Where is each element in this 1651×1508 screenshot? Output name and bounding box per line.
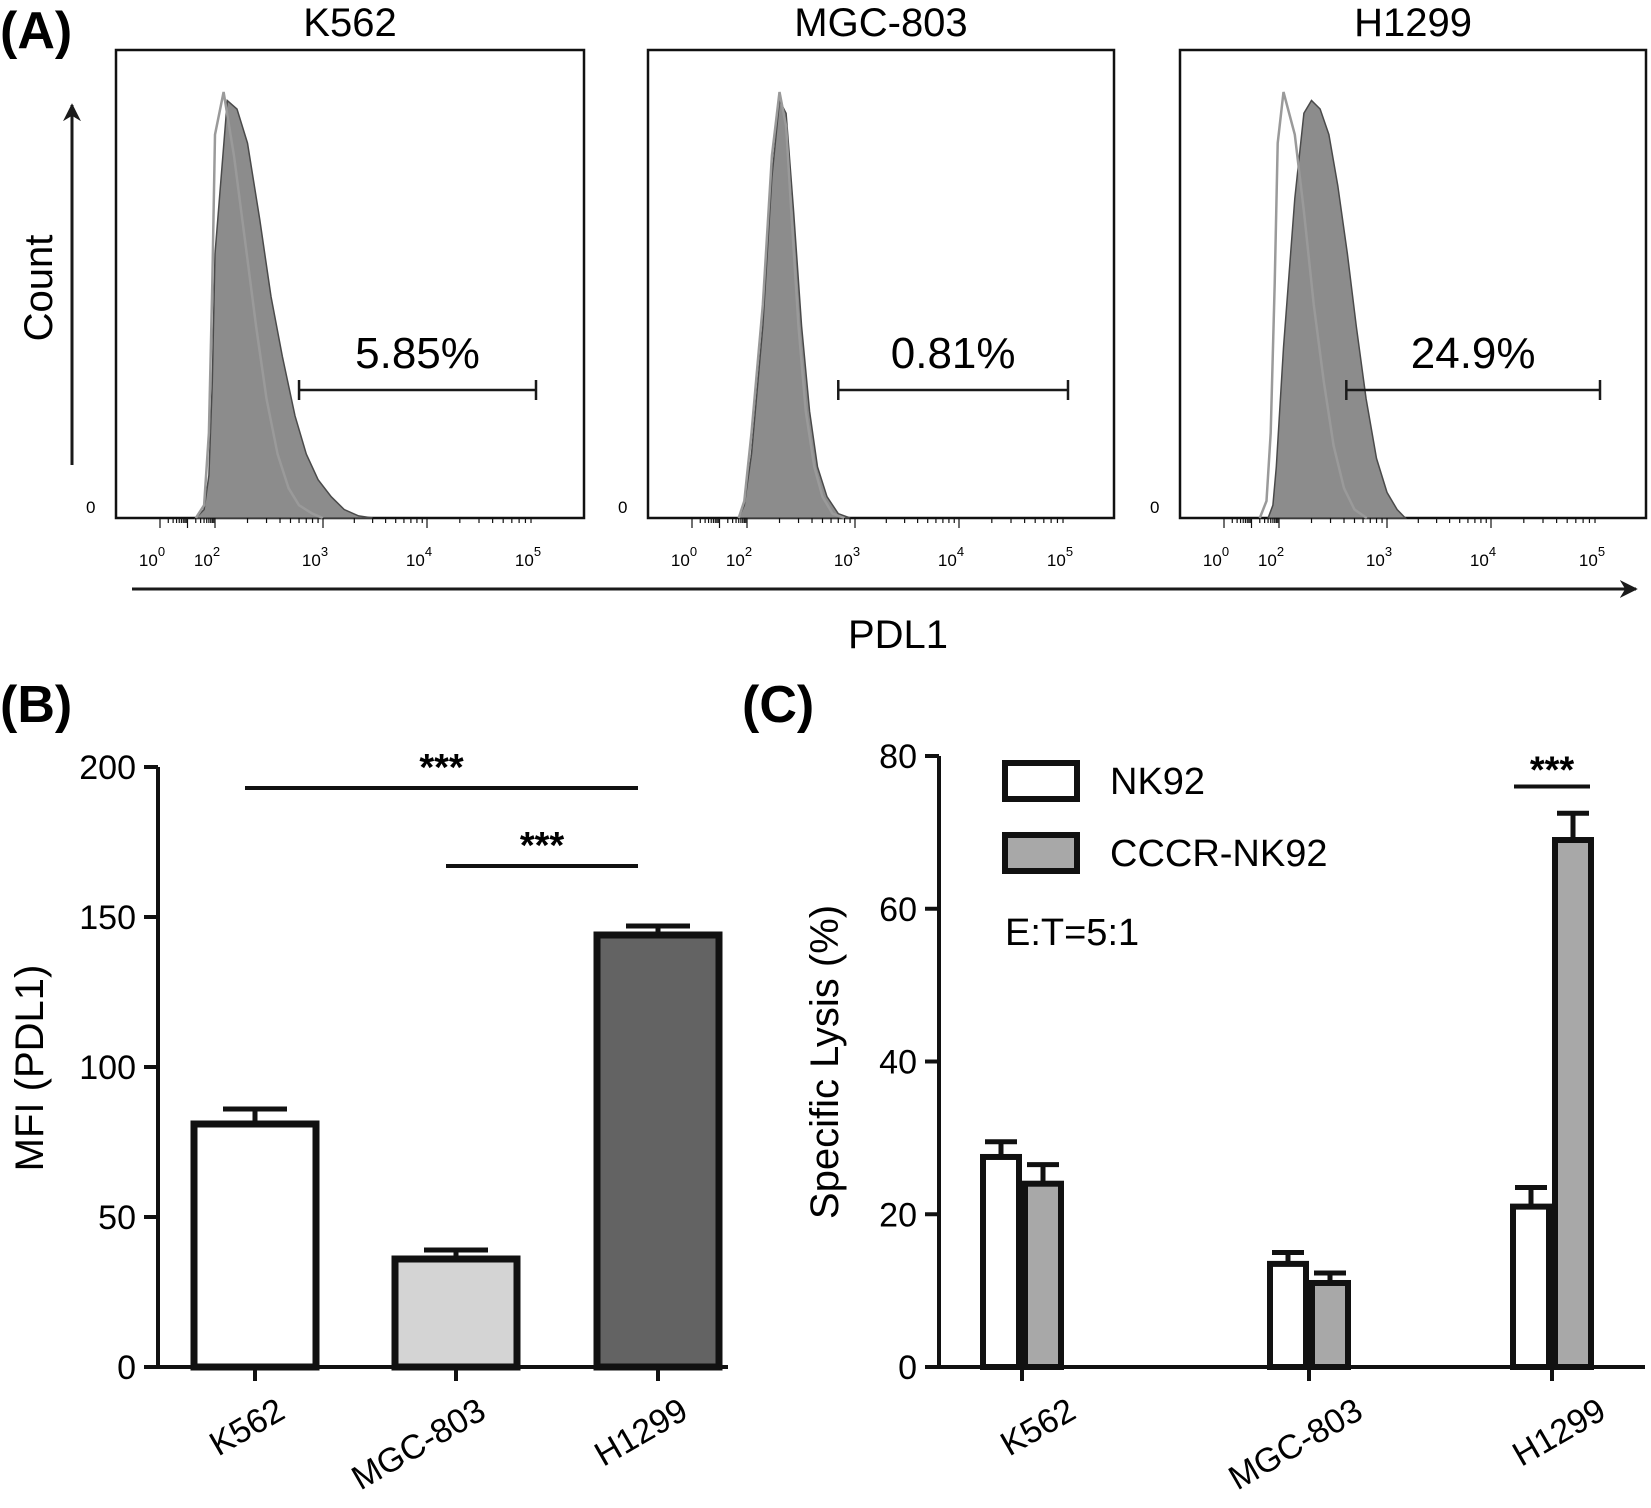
c-legend-label: CCCR-NK92	[1110, 833, 1327, 875]
histogram-x-tick-label: 104	[406, 544, 432, 570]
histogram-x-tick-label: 104	[1470, 544, 1496, 570]
b-y-tick-label: 100	[79, 1049, 136, 1087]
histogram-x-tick-label: 103	[834, 544, 860, 570]
b-bar-mgc-803	[391, 1255, 521, 1371]
c-bar-nk92-h1299	[1510, 1203, 1552, 1371]
c-legend: NK92 CCCR-NK92	[1002, 760, 1327, 875]
b-y-tick-label: 150	[79, 899, 136, 937]
c-category-label: K562	[994, 1391, 1082, 1464]
c-y-tick-label: 0	[898, 1349, 917, 1387]
c-legend-label: NK92	[1110, 761, 1205, 803]
histogram-filled-curve	[737, 97, 851, 519]
b-category-label: H1299	[588, 1391, 694, 1474]
b-category-label: K562	[203, 1391, 291, 1464]
c-y-axis-label: Specific Lysis (%)	[803, 905, 847, 1219]
histogram-title: K562	[303, 1, 396, 45]
histogram-outline-curve	[194, 91, 324, 520]
b-y-tick-label: 200	[79, 749, 136, 787]
c-category-label: H1299	[1506, 1391, 1612, 1474]
c-y-tick-label: 40	[879, 1044, 917, 1082]
histogram-h1299: H1299 0 100 102 103 104 105 24.9%	[1150, 1, 1648, 570]
histogram-x-tick-label: 102	[1258, 544, 1284, 570]
b-bar-k562	[190, 1120, 320, 1371]
histogram-title: H1299	[1354, 1, 1472, 45]
b-category-label: MGC-803	[345, 1391, 492, 1498]
c-et-ratio-annotation: E:T=5:1	[1005, 912, 1139, 954]
histogram-x-tick-label: 103	[1366, 544, 1392, 570]
histogram-mgc-803: MGC-803 0 100 102 103 104 105 0.81%	[618, 1, 1116, 570]
b-bar-h1299	[593, 931, 723, 1371]
b-significance-label: ***	[520, 825, 565, 867]
histogram-x-tick-label: 105	[1579, 544, 1605, 570]
panel-b-mfi-bar-chart: 0 50 100 150 200 MFI (PDL1) K562 MGC-803 H1299 **…	[8, 747, 728, 1498]
b-y-tick-label: 0	[117, 1349, 136, 1387]
c-significance-label: ***	[1530, 750, 1575, 792]
c-y-tick-label: 20	[879, 1196, 917, 1234]
panel-label-b: (B)	[0, 676, 72, 734]
histogram-x-tick-label: 105	[1047, 544, 1073, 570]
panel-c-lysis-bar-chart: 0 20 40 60 80 Specific Lysis (%) K562 MGC-803 H1…	[803, 738, 1645, 1498]
pdl1-axis-label: PDL1	[848, 613, 948, 657]
histogram-y-zero-label: 0	[86, 498, 95, 517]
c-legend-swatch	[1002, 832, 1080, 874]
histogram-x-tick-label: 100	[671, 544, 697, 570]
histogram-filled-curve	[194, 98, 373, 519]
c-bar-cccr-nk92-h1299	[1552, 837, 1594, 1370]
histogram-x-tick-label: 104	[938, 544, 964, 570]
gate-percentage-label: 0.81%	[891, 329, 1016, 378]
panel-a-histograms: Count PDL1 K562 0 100 102 103 104 105 5.85% MGC…	[17, 1, 1648, 657]
histogram-x-tick-label: 102	[194, 544, 220, 570]
histogram-x-tick-label: 100	[1203, 544, 1229, 570]
histogram-x-tick-label: 103	[302, 544, 328, 570]
histogram-k562: K562 0 100 102 103 104 105 5.85%	[86, 1, 586, 570]
histogram-y-zero-label: 0	[1150, 498, 1159, 517]
c-legend-swatch	[1002, 760, 1080, 802]
histogram-frame	[646, 48, 1116, 520]
b-y-axis-label: MFI (PDL1)	[8, 965, 52, 1172]
panel-label-c: (C)	[742, 676, 814, 734]
histogram-outline-curve	[737, 91, 845, 520]
count-axis-label: Count	[17, 235, 61, 342]
histogram-frame	[1178, 48, 1648, 520]
histogram-x-tick-label: 105	[515, 544, 541, 570]
histogram-y-zero-label: 0	[618, 498, 627, 517]
b-significance-label: ***	[419, 747, 464, 789]
c-bar-cccr-nk92-k562	[1022, 1180, 1064, 1370]
c-bar-nk92-k562	[980, 1153, 1022, 1370]
histogram-x-tick-label: 102	[726, 544, 752, 570]
c-category-label: MGC-803	[1222, 1391, 1369, 1498]
histogram-x-tick-label: 100	[139, 544, 165, 570]
histogram-outline-curve	[1258, 91, 1368, 520]
histogram-title: MGC-803	[794, 1, 967, 45]
panel-label-a: (A)	[0, 2, 72, 60]
c-bar-cccr-nk92-mgc-803	[1309, 1279, 1351, 1371]
c-y-tick-label: 80	[879, 738, 917, 776]
gate-percentage-label: 24.9%	[1411, 329, 1536, 378]
b-y-tick-label: 50	[98, 1199, 136, 1237]
histogram-frame	[114, 48, 586, 520]
c-bar-nk92-mgc-803	[1267, 1260, 1309, 1371]
c-y-tick-label: 60	[879, 891, 917, 929]
gate-percentage-label: 5.85%	[355, 329, 480, 378]
